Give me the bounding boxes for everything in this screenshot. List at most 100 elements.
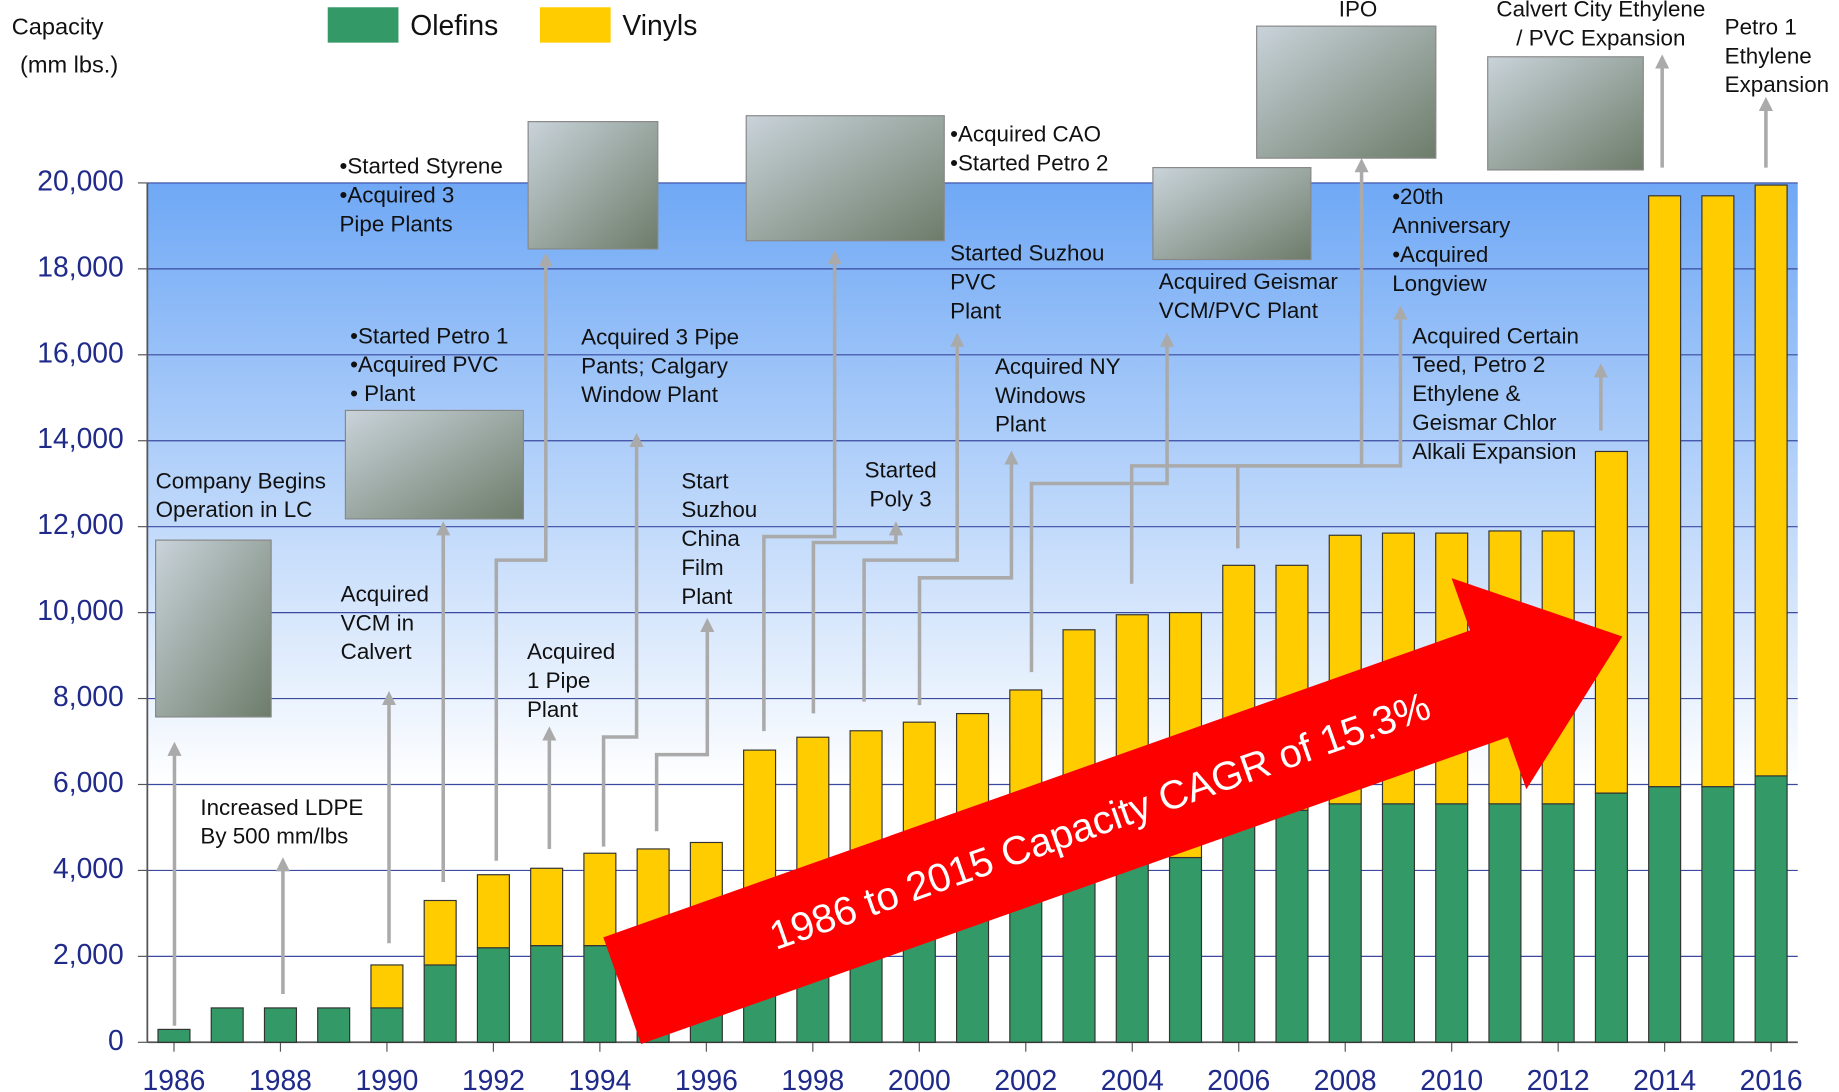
annotation: VCM in [341,610,414,635]
y-tick-label: 16,000 [37,336,124,368]
annotation: Windows [995,383,1086,408]
bar [1168,856,1203,1043]
annotation: •Acquired CAO [950,122,1101,147]
x-tick-label: 1988 [249,1064,312,1092]
annotation: Anniversary [1392,213,1511,238]
annotation: / PVC Expansion [1516,26,1685,51]
x-tick-label: 2012 [1527,1064,1590,1092]
annotation: Acquired 3 Pipe [581,324,739,349]
x-tick-label: 1994 [568,1064,631,1092]
legend-swatch [327,7,399,43]
y-tick-label: 14,000 [37,422,124,454]
annotation: Poly 3 [870,487,932,512]
y-tick-label: 10,000 [37,594,124,626]
annotation: 1 Pipe [527,668,590,693]
annotation: •Started Petro 1 [350,323,508,348]
annotation: Increased LDPE [200,795,363,820]
bar [317,1007,351,1043]
photo [745,115,945,242]
bar [1275,809,1309,1043]
connector-arrow [862,332,965,702]
x-tick-label: 2008 [1314,1064,1377,1092]
bar [1701,195,1735,788]
connector-arrow [654,617,715,832]
bar [1701,786,1735,1043]
annotation: Started Suzhou [950,241,1104,266]
annotation: Pipe Plants [340,211,453,236]
bar [210,1007,244,1043]
annotation: Acquired NY [995,354,1121,379]
bar [263,1007,298,1043]
legend-label: Vinyls [622,9,697,41]
annotation: Pants; Calgary [581,353,729,378]
annotation: IPO [1339,0,1378,22]
connector-arrow [1236,305,1408,549]
bar [530,945,564,1043]
annotation: Acquired [527,639,615,664]
annotation: Plant [681,584,733,609]
photo [1487,56,1644,171]
legend-swatch [539,7,611,43]
bar [370,1007,404,1043]
bar [1594,792,1628,1043]
annotation: Started [865,458,937,483]
annotation: •Started Styrene [340,154,503,179]
annotation: •Started Petro 2 [950,151,1108,176]
photo [527,121,659,250]
x-tick-label: 1998 [781,1064,844,1092]
x-tick-label: 1990 [355,1064,418,1092]
connector-arrow [1029,332,1175,673]
annotation: VCM/PVC Plant [1159,298,1319,323]
annotation: •Acquired [1392,242,1488,267]
connector-arrow [494,252,553,861]
bar [476,947,510,1043]
connector-arrow [811,521,903,714]
x-tick-label: 2006 [1207,1064,1270,1092]
bar [583,945,617,1043]
annotation: Acquired Geismar [1159,269,1339,294]
connector-arrow [601,432,644,847]
bar [1328,803,1362,1043]
x-tick-label: 1986 [143,1064,206,1092]
annotation: Ethylene & [1412,381,1520,406]
annotation: Film [681,555,723,580]
bar [1594,450,1628,794]
annotation: Plant [950,299,1002,324]
bar [423,964,457,1043]
annotation: Expansion [1725,72,1829,97]
x-tick-label: 2010 [1420,1064,1483,1092]
bar [1754,184,1788,777]
y-tick-label: 0 [108,1024,124,1056]
bar [530,867,564,947]
annotation: Plant [995,412,1047,437]
y-axis-label: (mm lbs.) [20,51,118,77]
photo [155,539,272,718]
photo [1152,167,1312,261]
y-tick-label: 20,000 [37,164,124,196]
bar [476,874,510,949]
photo [1256,25,1437,159]
bar [1381,803,1416,1043]
bar [583,852,617,947]
y-tick-label: 12,000 [37,508,124,540]
annotation: Longview [1392,271,1487,296]
annotation: Operation in LC [156,497,313,522]
y-tick-label: 8,000 [53,680,124,712]
bar [1648,195,1682,788]
x-tick-label: 2000 [888,1064,951,1092]
x-tick-label: 2004 [1101,1064,1164,1092]
annotation: Window Plant [581,382,719,407]
bar [1115,859,1149,1043]
bar [423,899,457,966]
annotation: Ethylene [1725,43,1812,68]
annotation: Suzhou [681,497,757,522]
annotation: Alkali Expansion [1412,439,1576,464]
connector-arrow [917,450,1019,706]
annotation: Geismar Chlor [1412,410,1557,435]
annotation: • Plant [350,381,416,406]
annotation: •20th [1392,184,1443,209]
bar [1488,803,1522,1043]
x-tick-label: 2002 [994,1064,1057,1092]
y-tick-label: 2,000 [53,938,124,970]
